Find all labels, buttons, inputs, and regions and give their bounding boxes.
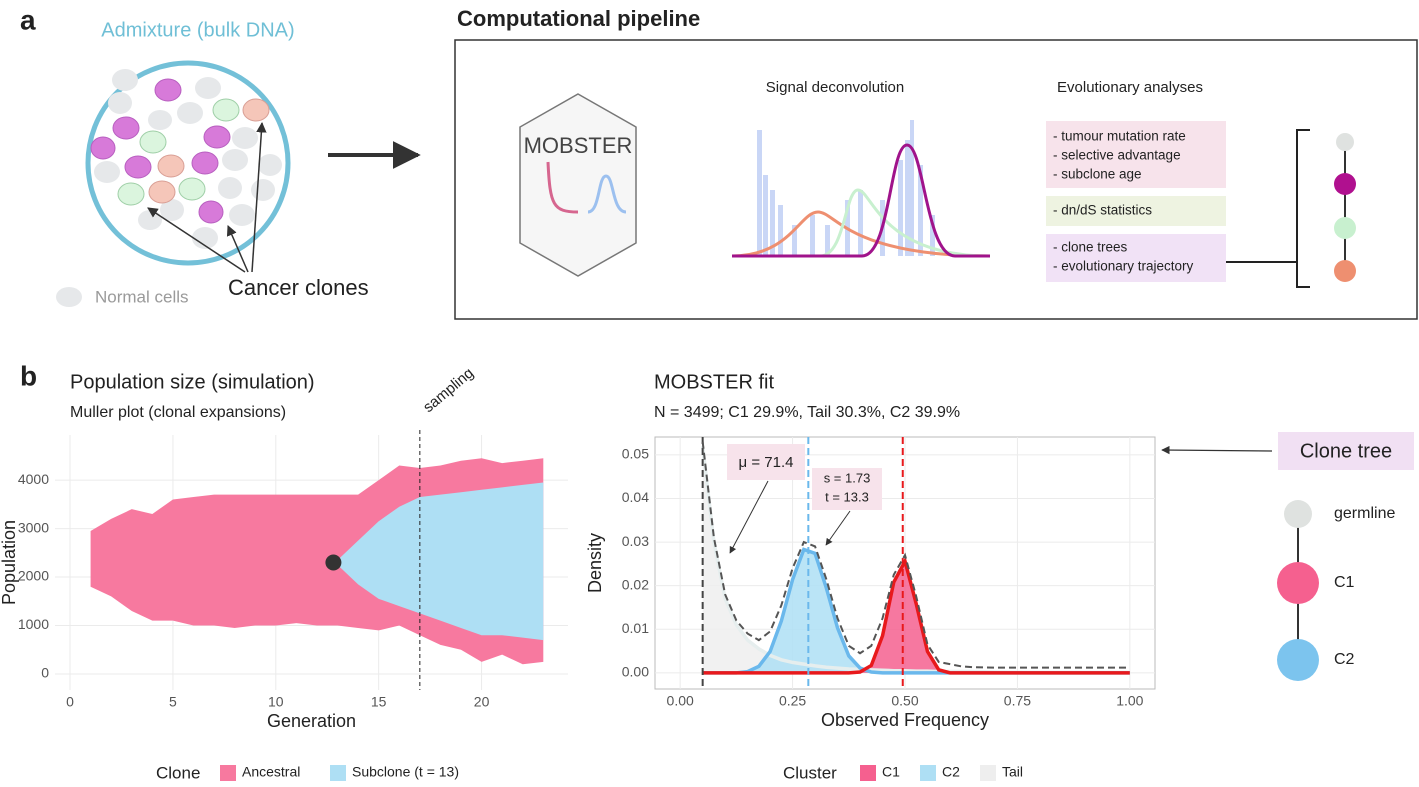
x-axis-label: Observed Frequency (821, 710, 989, 730)
panel-label: b (20, 360, 37, 391)
legend-label: Ancestral (242, 764, 300, 780)
y-tick-label: 4000 (18, 471, 49, 487)
y-tick-label: 0.00 (622, 664, 649, 680)
cell-circle (85, 60, 291, 273)
x-tick-label: 0.50 (891, 693, 918, 709)
tree-node (1284, 500, 1312, 528)
tool-name: MOBSTER (524, 133, 633, 158)
cancer-clones-label: Cancer clones (228, 275, 369, 300)
cluster-area (702, 446, 1130, 673)
legend-swatch (920, 765, 936, 781)
y-tick-label: 3000 (18, 519, 49, 535)
tree-node (1277, 639, 1319, 681)
clone-area (333, 482, 544, 641)
y-tick-label: 1000 (18, 616, 49, 632)
normal-cells-label: Normal cells (95, 287, 189, 306)
y-tick-label: 0.03 (622, 533, 649, 549)
origin-point (325, 554, 342, 571)
chart-subtitle: Muller plot (clonal expansions) (70, 404, 286, 421)
annotation-arrow (729, 480, 769, 554)
tree-title-box (1278, 432, 1414, 470)
cluster-area (702, 549, 1130, 673)
legend-label: C2 (942, 764, 960, 780)
legend-title: Cluster (783, 763, 837, 782)
mixture-density (701, 441, 1130, 669)
legend-swatch (220, 765, 236, 781)
legend-title: Clone (156, 763, 200, 782)
annotation: t = 13.3 (825, 489, 869, 504)
analysis-box (1046, 234, 1226, 282)
legend-swatch (330, 765, 346, 781)
pipeline-title: Computational pipeline (457, 6, 700, 31)
evolution-title: Evolutionary analyses (1057, 79, 1203, 96)
y-tick-label: 2000 (18, 568, 49, 584)
legend-label: Subclone (t = 13) (352, 764, 459, 780)
analysis-box (1046, 121, 1226, 188)
tree-node (1277, 562, 1319, 604)
legend-label: C1 (882, 764, 900, 780)
y-tick-label: 0.05 (622, 446, 649, 462)
legend-swatch (860, 765, 876, 781)
tree-arrow (1161, 445, 1273, 455)
y-axis-label: Population (0, 520, 19, 605)
tree-node-label: C2 (1334, 651, 1355, 668)
analysis-item: - selective advantage (1053, 148, 1181, 163)
analysis-item: - subclone age (1053, 167, 1142, 182)
y-tick-label: 0.01 (622, 620, 649, 636)
x-tick-label: 0.75 (1004, 693, 1031, 709)
chart-subtitle: N = 3499; C1 29.9%, Tail 30.3%, C2 39.9% (654, 404, 960, 421)
cluster-area (702, 561, 1130, 673)
normal-cell-key (56, 287, 82, 307)
x-tick-label: 10 (268, 694, 284, 710)
x-tick-label: 20 (474, 694, 490, 710)
x-tick-label: 0.25 (779, 693, 806, 709)
analysis-item: - clone trees (1053, 240, 1128, 255)
chart-title: Population size (simulation) (70, 371, 315, 393)
analysis-item: - dn/dS statistics (1053, 203, 1152, 218)
tree-node-label: germline (1334, 505, 1395, 522)
y-tick-label: 0 (41, 665, 49, 681)
signal-sketch (731, 120, 991, 258)
annotation-arrow (825, 510, 851, 546)
tool-icon-tail (546, 161, 579, 214)
admixture-title: Admixture (bulk DNA) (101, 19, 294, 41)
tree-node-label: C1 (1334, 574, 1355, 591)
x-tick-label: 15 (371, 694, 387, 710)
analysis-box (1046, 196, 1226, 226)
tool-icon-peak (587, 174, 627, 214)
cluster-density (702, 556, 1130, 675)
sampling-label: sampling (420, 364, 477, 416)
tool-hexagon (519, 93, 637, 277)
x-tick-label: 0.00 (667, 693, 694, 709)
mini-tree (1226, 129, 1356, 288)
y-tick-label: 0.04 (622, 489, 649, 505)
panel-label: a (20, 4, 36, 35)
annotation: s = 1.73 (824, 470, 871, 485)
analysis-item: - evolutionary trajectory (1053, 259, 1194, 274)
legend-swatch (980, 765, 996, 781)
tree-title: Clone tree (1300, 440, 1392, 462)
chart-title: MOBSTER fit (654, 371, 774, 393)
x-tick-label: 1.00 (1116, 693, 1143, 709)
x-tick-label: 5 (169, 694, 177, 710)
signal-title: Signal deconvolution (766, 79, 904, 96)
annotation-box (727, 444, 805, 480)
annotation: μ = 71.4 (739, 454, 794, 471)
x-tick-label: 0 (66, 694, 74, 710)
pipeline-box (454, 39, 1418, 320)
y-tick-label: 0.02 (622, 576, 649, 592)
analysis-item: - tumour mutation rate (1053, 129, 1186, 144)
x-axis-label: Generation (267, 711, 356, 731)
y-axis-label: Density (585, 533, 605, 593)
annotation-box (812, 468, 882, 510)
legend-label: Tail (1002, 764, 1023, 780)
